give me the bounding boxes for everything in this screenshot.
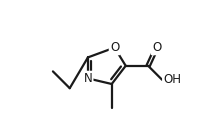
- Text: O: O: [152, 41, 161, 54]
- Text: N: N: [83, 72, 92, 85]
- Text: O: O: [152, 41, 161, 54]
- Text: O: O: [110, 41, 119, 54]
- Text: O: O: [110, 41, 119, 54]
- Text: N: N: [83, 72, 92, 85]
- Text: OH: OH: [163, 73, 181, 86]
- Text: OH: OH: [163, 73, 181, 86]
